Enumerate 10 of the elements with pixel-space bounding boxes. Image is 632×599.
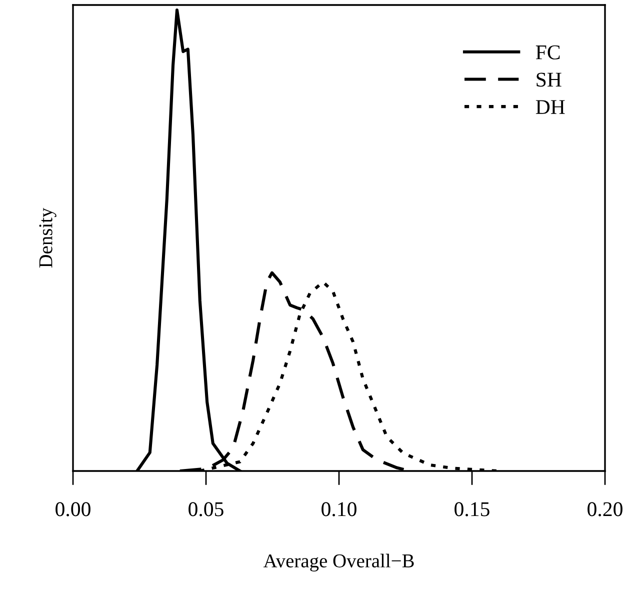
x-tick-label: 0.20 xyxy=(588,502,622,516)
x-tick-label: 0.00 xyxy=(56,502,90,516)
x-axis-title: Average Overall−B xyxy=(263,554,414,572)
legend-label: SH xyxy=(536,72,562,87)
x-tick-label: 0.10 xyxy=(322,502,356,516)
y-axis-title: Density xyxy=(39,208,56,268)
x-tick-label: 0.05 xyxy=(188,502,224,516)
legend-label: FC xyxy=(536,45,560,60)
legend-label: DH xyxy=(536,100,565,114)
x-tick-label: 0.15 xyxy=(454,502,490,516)
